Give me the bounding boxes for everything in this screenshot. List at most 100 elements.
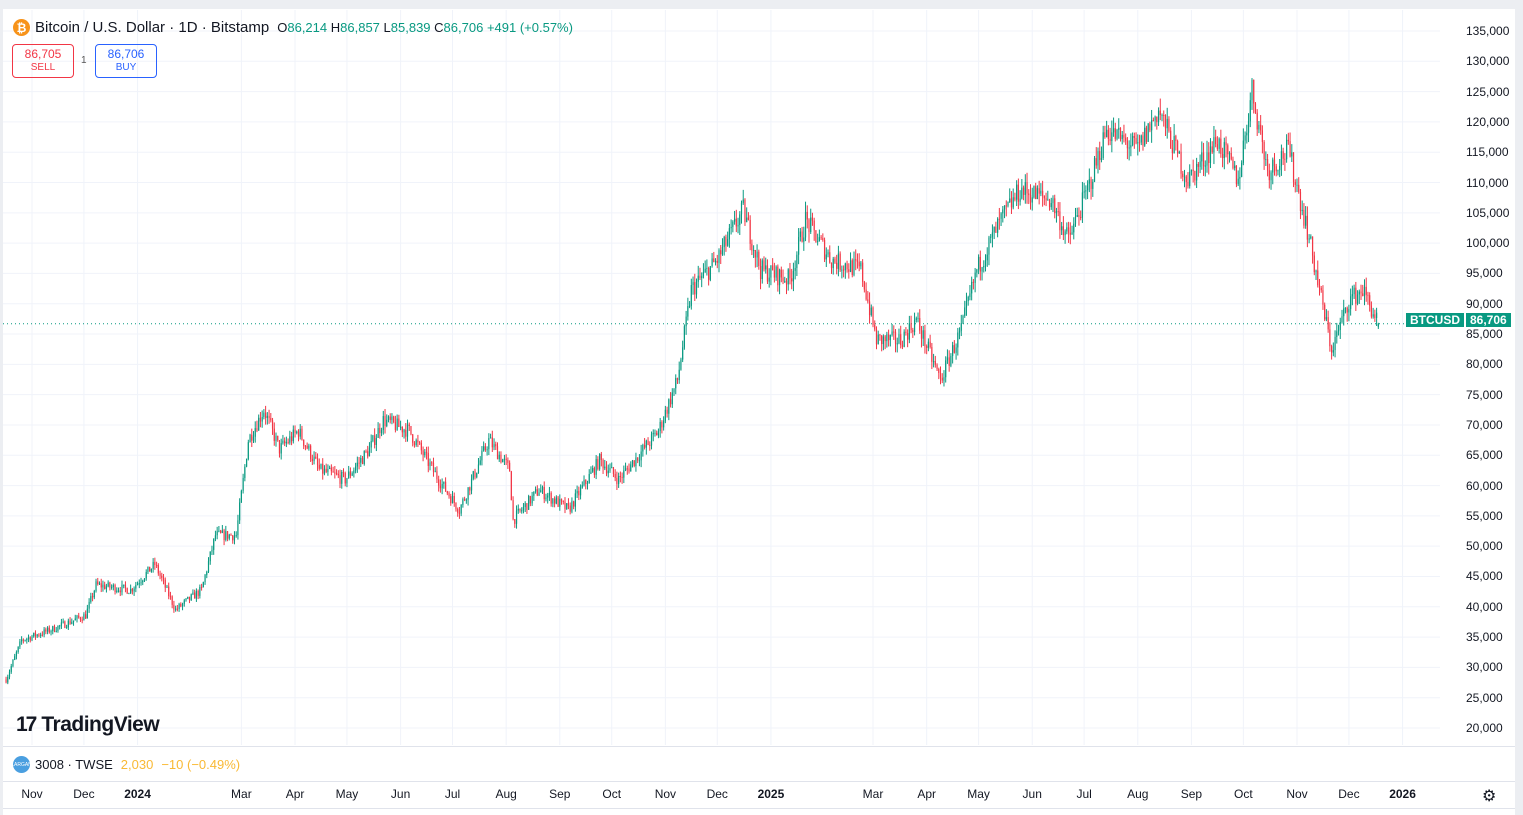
candle-body <box>185 598 187 601</box>
candle-body <box>1216 144 1218 149</box>
candle <box>1318 278 1321 296</box>
candle-body <box>1227 145 1229 155</box>
time-axis[interactable]: ⚙ Nov Dec 2024 Mar Apr May Jun Jul Aug Sep Oct Nov D… <box>3 781 1515 809</box>
candle-body <box>782 277 784 282</box>
candle <box>22 638 24 644</box>
sell-button[interactable]: 86,705 SELL <box>12 44 74 78</box>
candle-body <box>1019 198 1021 202</box>
candle-body <box>263 412 265 418</box>
candle-body <box>365 450 367 452</box>
candle <box>1234 160 1236 171</box>
candle <box>728 223 730 248</box>
candle <box>860 261 862 270</box>
candle <box>735 209 737 233</box>
candle-body <box>335 472 338 474</box>
candle <box>337 470 339 479</box>
candle-body <box>19 641 21 647</box>
candle <box>503 454 506 465</box>
candle <box>1356 290 1359 306</box>
candle <box>1062 216 1064 241</box>
candle-body <box>1241 162 1243 177</box>
candle-body <box>419 442 421 444</box>
candle-body <box>27 637 30 639</box>
candle-body <box>1356 294 1359 304</box>
candle <box>1095 147 1097 169</box>
candle <box>472 470 474 481</box>
candle <box>817 233 819 246</box>
candle-body <box>522 506 525 511</box>
candle <box>588 469 590 484</box>
candle <box>1097 147 1099 174</box>
candle-body <box>254 428 256 437</box>
candle-body <box>86 608 88 619</box>
candle <box>48 625 50 634</box>
candle <box>294 425 296 438</box>
candle-body <box>155 564 158 566</box>
candle-body <box>599 453 601 470</box>
candle <box>69 617 71 625</box>
candle-body <box>901 345 904 347</box>
candle <box>31 634 33 642</box>
candle-body <box>659 421 661 432</box>
candle-body <box>948 357 950 366</box>
candle <box>787 268 789 291</box>
candle-body <box>181 603 184 607</box>
tradingview-logo[interactable]: 17 TradingView <box>16 713 160 737</box>
candle-body <box>21 639 23 642</box>
candle-body <box>1152 120 1154 122</box>
candle-body <box>88 601 90 609</box>
candle-body <box>1112 128 1115 133</box>
candle <box>573 500 575 510</box>
candle <box>983 260 985 273</box>
candle-body <box>557 497 559 507</box>
candle <box>559 494 561 511</box>
candle-body <box>1365 286 1367 295</box>
lower-pane-symbol[interactable]: 3008 · TWSE <box>35 757 113 772</box>
candle-body <box>1294 181 1296 185</box>
candle-body <box>202 582 204 588</box>
candle <box>913 312 916 336</box>
settings-gear-icon[interactable]: ⚙ <box>1482 788 1497 805</box>
candle-body <box>284 440 286 444</box>
candle <box>1059 202 1061 239</box>
candle <box>1213 125 1215 165</box>
candle-body <box>675 378 677 389</box>
candle-body <box>199 587 201 596</box>
candle-body <box>391 416 393 421</box>
candle-body <box>704 268 706 273</box>
candle-body <box>723 236 725 248</box>
candle-body <box>830 262 833 269</box>
candle-body <box>754 249 756 258</box>
candle-body <box>808 219 810 232</box>
candle-body <box>297 431 300 437</box>
candle <box>27 634 30 643</box>
candle <box>706 259 708 276</box>
candle <box>104 581 106 590</box>
candle-body <box>488 438 490 450</box>
time-tick-label: Jul <box>1076 787 1092 801</box>
candle <box>1106 120 1108 138</box>
candle <box>1073 217 1075 240</box>
candle <box>1161 113 1163 122</box>
candle-body <box>154 561 156 565</box>
price-tick-label: 115,000 <box>1466 145 1509 160</box>
candle-body <box>692 282 694 286</box>
candle <box>76 614 78 623</box>
candle-body <box>1007 201 1009 206</box>
candle-body <box>678 369 680 381</box>
candle-body <box>415 440 417 446</box>
candle-body <box>249 434 251 443</box>
candle-body <box>979 256 981 272</box>
candle-body <box>95 581 97 591</box>
candle <box>554 496 556 508</box>
lower-pane[interactable]: LARGAN 3008 · TWSE 2,030 −10 (−0.49%) <box>3 746 1515 782</box>
candle-body <box>7 676 9 683</box>
candle-body <box>991 232 994 237</box>
candle-body <box>408 424 410 426</box>
candle-body <box>1107 129 1109 139</box>
candle-body <box>342 471 345 474</box>
candle-body <box>929 341 931 348</box>
symbol-name[interactable]: Bitcoin / U.S. Dollar · 1D · Bitstamp <box>35 19 270 36</box>
buy-button[interactable]: 86,706 BUY <box>95 44 157 78</box>
